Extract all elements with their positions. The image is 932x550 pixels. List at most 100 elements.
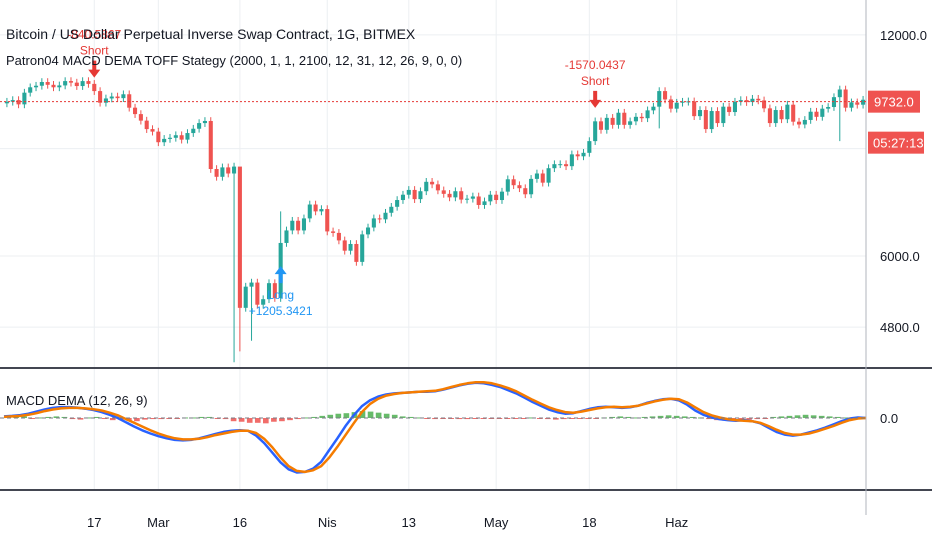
candle-body	[762, 100, 767, 109]
candle-body	[628, 121, 633, 125]
candle-body	[511, 179, 516, 186]
candle-body	[849, 102, 854, 108]
histogram-bar	[295, 418, 301, 420]
histogram-bar	[198, 416, 205, 418]
histogram-bar	[109, 418, 116, 421]
histogram-bar	[681, 416, 688, 418]
candle-body	[447, 193, 452, 198]
histogram-bar	[689, 416, 696, 418]
histogram-bar	[577, 418, 583, 419]
histogram-bar	[834, 416, 841, 418]
histogram-bar	[53, 416, 60, 418]
current-price-value: 9732.0	[874, 95, 914, 110]
candle-body	[208, 120, 213, 170]
histogram-bar	[544, 418, 551, 420]
candle-body	[232, 166, 237, 174]
candle-body	[680, 101, 685, 103]
candle-body	[202, 120, 207, 124]
candle-body	[796, 121, 802, 125]
candle-body	[325, 209, 330, 232]
histogram-bar	[391, 414, 398, 418]
candle-body	[779, 110, 784, 120]
histogram-bar	[609, 416, 616, 418]
candle-body	[16, 100, 21, 105]
histogram-bar	[238, 418, 245, 422]
candle-body	[587, 141, 592, 153]
long-signal-value: +1205.3421	[249, 304, 313, 318]
countdown-badge	[868, 131, 924, 154]
candle-body	[598, 121, 604, 130]
candle-body	[377, 218, 382, 220]
histogram-bar	[456, 418, 462, 420]
candle-body	[855, 102, 860, 105]
time-axis-label: 16	[233, 515, 247, 530]
candle-body	[581, 152, 586, 157]
long-signal-label: Long	[267, 288, 294, 302]
candle-body	[826, 107, 831, 109]
candle-body	[28, 87, 33, 93]
axes: 12000.06000.04800.08400.09732.005:27:130…	[0, 0, 932, 530]
candle-body	[301, 218, 306, 231]
candle-body	[674, 102, 679, 109]
strategy-label: Patron04 MACD DEMA TOFF Stategy (2000, 1…	[6, 53, 463, 68]
down-arrow-icon	[88, 60, 101, 78]
histogram-bar	[810, 415, 817, 418]
histogram-bar	[665, 415, 672, 418]
candle-body	[51, 84, 56, 88]
candle-body	[319, 209, 324, 212]
candle-body	[360, 234, 365, 262]
candle-body	[63, 81, 68, 86]
candle-body	[33, 85, 39, 88]
histogram-bar	[158, 418, 164, 420]
candle-body	[121, 94, 126, 99]
candle-body	[564, 164, 569, 167]
candle-body	[703, 110, 708, 130]
histogram-bar	[633, 417, 640, 419]
histogram-bar	[786, 415, 793, 418]
histogram-bar	[150, 418, 156, 420]
histogram-bar	[818, 415, 825, 418]
candle-body	[220, 167, 225, 177]
candle-body	[133, 107, 138, 115]
histogram-bar	[706, 418, 712, 420]
histogram-bar	[69, 418, 76, 420]
candle-body	[191, 128, 196, 134]
candle-body	[622, 112, 627, 125]
candle-body	[395, 200, 400, 207]
candle-body	[546, 168, 551, 183]
candle-body	[505, 179, 510, 192]
candle-body	[331, 231, 336, 233]
grid	[0, 0, 866, 490]
candle-body	[791, 104, 796, 122]
candle-body	[756, 98, 761, 101]
histogram-bar	[649, 416, 656, 418]
candle-body	[138, 114, 143, 121]
candle-body	[109, 96, 114, 99]
time-axis-label: Nis	[318, 515, 337, 530]
histogram-bar	[528, 417, 535, 419]
countdown-value: 05:27:13	[873, 136, 924, 151]
candle-body	[488, 194, 493, 202]
candle-body	[668, 99, 673, 109]
candle-body	[92, 83, 97, 92]
histogram-bar	[432, 418, 438, 420]
histogram-bar	[29, 418, 36, 419]
histogram-bar	[472, 418, 479, 419]
histogram-bar	[254, 418, 261, 423]
candle-body	[185, 133, 190, 140]
candle-body	[290, 220, 295, 231]
candle-body	[820, 108, 825, 117]
candle-body	[499, 191, 505, 201]
histogram-bar	[222, 418, 229, 420]
histogram-bar	[746, 418, 753, 420]
candle-body	[575, 154, 580, 157]
candle-body	[657, 91, 662, 107]
histogram-bar	[383, 413, 390, 418]
price-tick-label: 6000.0	[880, 249, 920, 264]
histogram-bar	[37, 417, 44, 419]
histogram-bar	[359, 411, 366, 418]
candle-body	[802, 119, 807, 125]
candle-body	[494, 194, 499, 201]
candle-body	[721, 106, 726, 124]
